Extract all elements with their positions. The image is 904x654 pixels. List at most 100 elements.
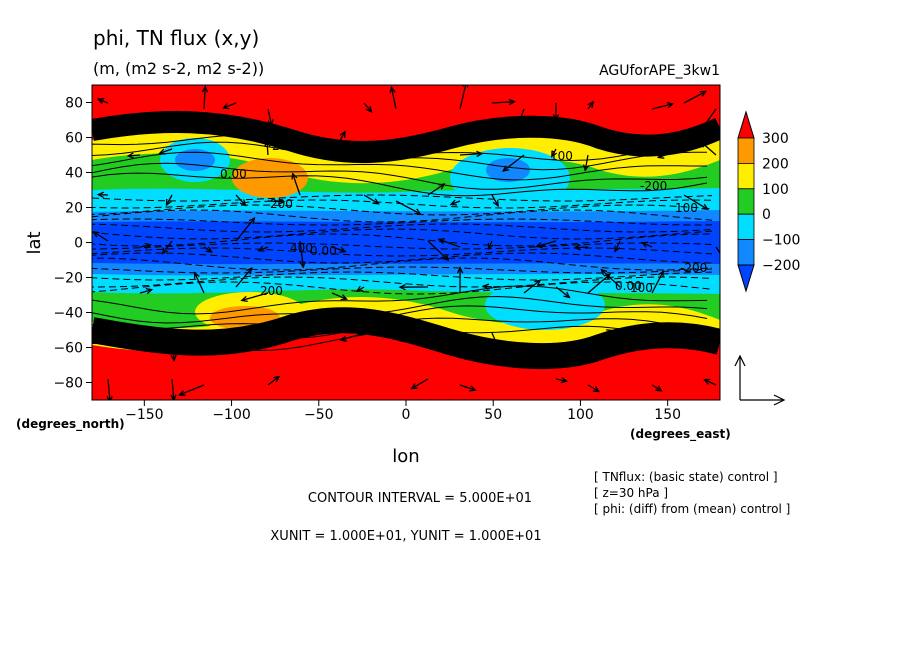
contour-solid	[92, 134, 708, 162]
flux-vector	[459, 85, 469, 110]
colorbar-label: 100	[762, 182, 789, 198]
colorbar-swatch	[737, 188, 755, 215]
contour-band-south	[92, 307, 720, 370]
flux-vector	[363, 194, 380, 205]
y-tick-label: −80	[53, 376, 83, 392]
flux-vector	[640, 241, 653, 248]
contour-solid	[92, 172, 708, 197]
contour-band-north	[92, 111, 720, 163]
contour-label: 0.00	[615, 279, 642, 293]
contour-label: 100	[630, 281, 653, 295]
contour-dashed	[92, 247, 713, 257]
flux-vector	[513, 108, 525, 137]
contour-label: 200	[260, 284, 283, 298]
flux-vector	[126, 152, 141, 159]
flux-vector	[165, 194, 173, 207]
x-axis-ticks: −150 −100 −50 0 50 100 150	[125, 400, 681, 423]
flux-vector	[651, 270, 664, 294]
flux-vector	[449, 199, 461, 206]
y-tick-label: 0	[74, 236, 83, 252]
reference-vector-icon	[734, 354, 786, 406]
flux-vector	[398, 284, 429, 291]
flux-vector	[587, 100, 594, 110]
contour-dashed	[92, 276, 713, 288]
flux-vector	[178, 384, 205, 396]
chart-title: phi, TN flux (x,y)	[93, 26, 259, 50]
colorbar-label: 200	[762, 156, 789, 172]
contour-dashed	[92, 266, 713, 274]
contour-dashed	[92, 242, 713, 250]
flux-vector	[491, 194, 499, 208]
note-line: [ TNflux: (basic state) control ]	[594, 470, 778, 484]
flux-vector	[698, 108, 717, 135]
flux-vector	[600, 268, 621, 288]
contour-dashed	[92, 228, 713, 240]
contour-solid-lines	[92, 134, 708, 352]
contour-interval-text: CONTOUR INTERVAL = 5.000E+01	[308, 491, 532, 506]
contour-dashed	[92, 271, 713, 281]
contour-label: 0.00	[310, 244, 337, 258]
x-tick-label: 50	[484, 407, 502, 423]
contour-label: 100	[550, 149, 573, 163]
flux-vector	[398, 332, 429, 343]
colorbar-arrow-bottom	[737, 264, 755, 293]
flux-vector	[427, 183, 446, 196]
contour-label: 200	[270, 197, 293, 211]
contour-dashed	[92, 257, 713, 271]
flux-vector	[267, 108, 274, 127]
x-tick-label: 0	[402, 407, 411, 423]
x-unit-label: (degrees_east)	[630, 427, 731, 442]
flux-vector	[267, 375, 281, 386]
contour-solid	[92, 317, 708, 340]
contour-dashed	[92, 218, 713, 226]
field-high-north-west	[232, 158, 308, 198]
flux-vector	[299, 240, 306, 269]
contour-label: 100	[675, 201, 698, 215]
flux-vector	[614, 240, 621, 253]
flux-vector	[101, 323, 109, 334]
flux-vector	[614, 332, 621, 356]
contour-label: -200	[640, 179, 667, 193]
contour-dashed	[92, 204, 713, 216]
flux-vector	[459, 150, 484, 158]
flux-vector	[331, 130, 346, 156]
y-tick-label: −20	[53, 271, 83, 287]
contour-solid	[92, 151, 707, 181]
flux-vector	[481, 283, 493, 290]
flux-vector	[593, 132, 621, 150]
flux-vector	[331, 246, 347, 253]
contour-dashed	[92, 199, 713, 209]
contour-dashed	[92, 252, 713, 264]
flux-vector	[459, 384, 477, 392]
contour-dashed	[92, 281, 713, 295]
flux-vectors	[92, 85, 720, 400]
x-tick-label: −50	[304, 407, 334, 423]
dataset-label: AGUforAPE_3kw1	[599, 63, 720, 79]
y-axis-ticks: 80 60 40 20 0 −20 −40 −60 −80	[53, 96, 92, 392]
flux-vector	[240, 292, 269, 303]
x-tick-label: 100	[567, 407, 594, 423]
y-tick-label: −60	[53, 341, 83, 357]
colorbar-swatch	[737, 239, 755, 266]
colorbar-label: 0	[762, 207, 771, 223]
contour-solid	[92, 285, 708, 315]
flux-vector	[331, 292, 348, 301]
flux-vector	[651, 384, 663, 392]
flux-vector	[389, 85, 397, 110]
flux-vector	[92, 231, 109, 242]
flux-vector	[256, 336, 269, 344]
chart-subtitle: (m, (m2 s-2, m2 s-2))	[93, 59, 264, 78]
flux-vector	[139, 242, 152, 250]
flux-vector	[201, 85, 209, 110]
x-tick-label: −100	[212, 407, 250, 423]
flux-vector	[656, 148, 685, 159]
flux-vector	[235, 194, 247, 207]
flux-vector	[487, 240, 494, 251]
flux-vector	[235, 217, 256, 242]
y-tick-label: 20	[65, 201, 83, 217]
colorbar-label: −100	[762, 233, 800, 249]
flux-vector	[587, 273, 612, 294]
note-line: [ z=30 hPa ]	[594, 486, 668, 500]
